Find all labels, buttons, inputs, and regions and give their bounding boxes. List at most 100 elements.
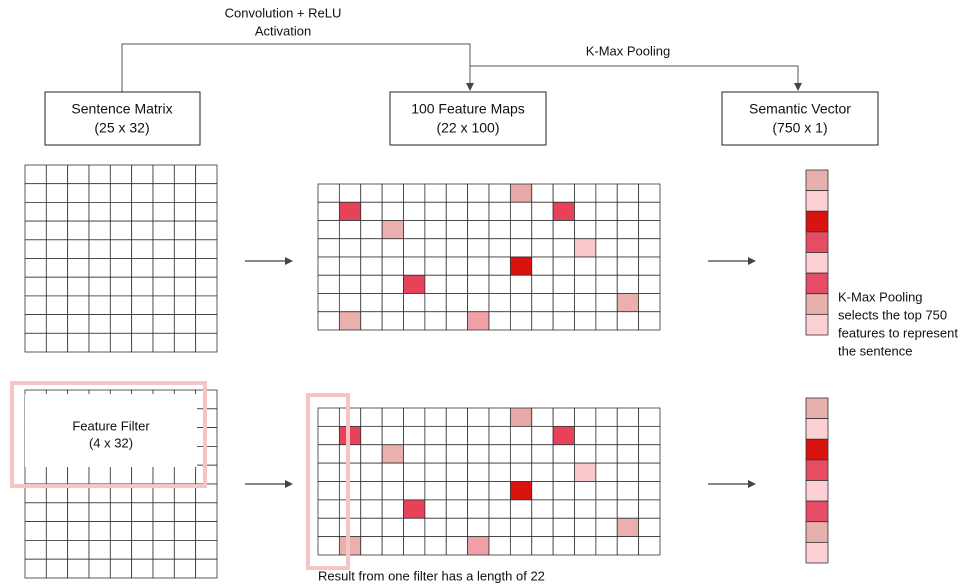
grid-cell xyxy=(195,201,218,222)
grid-cell xyxy=(317,481,340,501)
grid-cell xyxy=(445,536,469,556)
grid-cell xyxy=(509,256,533,276)
grid-cell xyxy=(338,407,362,427)
grid-cell xyxy=(574,311,597,331)
grid-cell xyxy=(152,314,175,334)
grid-cell xyxy=(381,274,404,294)
grid-cell xyxy=(616,444,640,464)
grid-cell xyxy=(509,462,533,482)
grid-cell xyxy=(424,220,447,240)
grid-cell xyxy=(131,540,154,560)
grid-cell xyxy=(109,314,133,334)
grid-cell xyxy=(152,558,175,579)
grid-cell xyxy=(403,201,426,221)
grid-cell xyxy=(67,464,90,485)
grid-cell xyxy=(638,311,661,331)
grid-cell xyxy=(805,459,829,481)
grid-cell xyxy=(552,256,575,276)
grid-cell xyxy=(24,239,47,259)
grid-cell xyxy=(195,220,218,241)
grid-cell xyxy=(467,517,490,538)
grid-cell xyxy=(195,332,218,353)
grid-cell xyxy=(173,295,197,315)
grid-cell xyxy=(467,183,490,203)
grid-cell xyxy=(131,201,154,222)
grid-cell xyxy=(616,536,640,556)
grid-cell xyxy=(67,164,90,185)
grid-cell xyxy=(173,239,197,259)
grid-cell xyxy=(173,521,197,541)
grid-cell xyxy=(805,293,829,315)
grid-cell xyxy=(467,293,490,313)
grid-cell xyxy=(381,444,404,464)
grid-cell xyxy=(381,462,404,482)
grid-cell xyxy=(88,558,111,579)
grid-cell xyxy=(445,256,469,276)
grid-cell xyxy=(424,293,447,313)
grid-cell xyxy=(24,220,47,241)
grid-cell xyxy=(616,183,640,203)
grid-cell xyxy=(574,536,597,556)
grid-cell xyxy=(467,481,490,501)
grid-cell xyxy=(531,201,554,221)
grid-cell xyxy=(45,258,69,278)
annotation: selects the top 750 xyxy=(838,307,947,322)
grid-cell xyxy=(403,536,426,556)
grid-cell xyxy=(467,311,490,331)
grid-cell xyxy=(195,295,218,315)
grid-cell xyxy=(67,314,90,334)
grid-cell xyxy=(616,407,640,427)
grid-cell xyxy=(173,258,197,278)
grid-cell xyxy=(317,183,340,203)
grid-cell xyxy=(638,499,661,519)
grid-cell xyxy=(552,536,575,556)
grid-cell xyxy=(638,274,661,294)
grid-cell xyxy=(574,293,597,313)
grid-cell xyxy=(424,407,447,427)
grid-cell xyxy=(45,201,69,222)
grid-cell xyxy=(616,481,640,501)
grid-cell xyxy=(338,201,362,221)
grid-cell xyxy=(467,536,490,556)
grid-cell xyxy=(552,462,575,482)
annotation: the sentence xyxy=(838,343,912,358)
grid-cell xyxy=(88,502,111,522)
grid-cell xyxy=(24,164,47,185)
grid-cell xyxy=(338,425,362,446)
grid-cell xyxy=(109,332,133,353)
grid-cell xyxy=(552,311,575,331)
grid-cell xyxy=(109,164,133,185)
grid-cell xyxy=(467,274,490,294)
grid-cell xyxy=(552,517,575,538)
grid-cell xyxy=(488,311,511,331)
grid-cell xyxy=(88,239,111,259)
grid-cell xyxy=(67,220,90,241)
grid-cell xyxy=(317,425,340,446)
grid-cell xyxy=(24,332,47,353)
grid-cell xyxy=(381,517,404,538)
grid-cell xyxy=(424,536,447,556)
grid-cell xyxy=(381,311,404,331)
grid-cell xyxy=(152,183,175,203)
grid-cell xyxy=(88,521,111,541)
grid-cell xyxy=(638,481,661,501)
grid-cell xyxy=(424,238,447,258)
grid-cell xyxy=(88,201,111,222)
grid-cell xyxy=(317,517,340,538)
grid-cell xyxy=(173,201,197,222)
grid-cell xyxy=(360,517,383,538)
grid-cell xyxy=(552,238,575,258)
grid-cell xyxy=(616,238,640,258)
grid-cell xyxy=(45,540,69,560)
grid-cell xyxy=(360,481,383,501)
grid-cell xyxy=(24,558,47,579)
grid-cell xyxy=(131,502,154,522)
grid-cell xyxy=(67,295,90,315)
grid-cell xyxy=(360,462,383,482)
grid-cell xyxy=(509,238,533,258)
grid-cell xyxy=(24,183,47,203)
grid-cell xyxy=(173,276,197,297)
grid-cell xyxy=(173,502,197,522)
grid-cell xyxy=(45,276,69,297)
